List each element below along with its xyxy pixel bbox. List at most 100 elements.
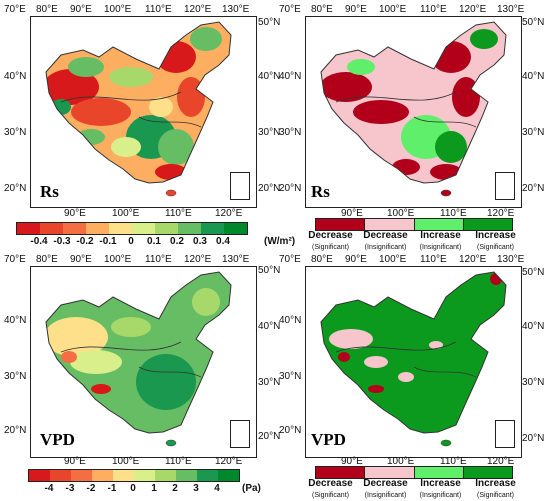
panel-label-vpd: VPD [311,430,346,449]
legend-item: Decrease (Insignificant) [358,479,413,501]
colorbar-tick: 0.1 [147,236,161,247]
lat-tick: 50°N [522,17,545,28]
lat-tick: 40°N [279,71,302,82]
china-map-vpd-significance [320,271,507,447]
lat-tick: 50°N [258,265,281,276]
legend-item: Decrease (Insignificant) [358,231,413,253]
legend-main: Decrease [363,478,408,489]
colorbar-tick: 0 [130,483,136,494]
lon-tick: 110°E [165,456,192,467]
significance-swatch [463,467,512,478]
lat-tick: 30°N [4,371,27,382]
colorbar-step [201,223,224,234]
lat-tick: 30°N [279,371,302,382]
china-map-rs-significance [320,21,507,197]
colorbar-step [113,470,134,481]
lon-tick: 90°E [70,254,92,265]
significance-colorbar [315,218,513,231]
south-china-sea-inset [495,172,515,200]
significance-colorbar [315,466,513,479]
legend-item: Decrease (Significant) [303,231,358,253]
legend-sub: (Significant) [312,244,349,251]
legend-main: Increase [420,230,461,241]
lat-tick: 20°N [522,183,545,194]
lat-tick: 20°N [258,431,281,442]
legend-main: Increase [475,230,516,241]
lon-tick: 110°E [440,456,467,467]
lon-tick: 90°E [345,254,367,265]
lon-tick: 120°E [487,208,515,219]
colorbar-step [178,223,201,234]
lat-tick: 30°N [522,377,545,388]
colorbar-step [224,223,247,234]
colorbar-step [40,223,63,234]
lon-tick: 100°E [387,208,415,219]
legend-sub: (Significant) [477,244,514,251]
colorbar-tick: -1 [107,483,117,494]
lon-tick: 100°E [112,456,140,467]
lon-tick: 110°E [420,4,447,15]
lon-tick: 70°E [279,254,301,265]
lat-tick: 20°N [279,425,302,436]
lon-tick: 120°E [459,254,487,265]
legend-item: Increase (Significant) [468,231,523,253]
significance-swatch [316,219,366,230]
lat-tick: 40°N [258,71,281,82]
lat-tick: 20°N [258,183,281,194]
panel-label-vpd: VPD [40,430,75,449]
lon-tick: 80°E [311,4,333,15]
lat-tick: 20°N [279,183,302,194]
significance-swatch [414,467,464,478]
lat-tick: 40°N [279,315,302,326]
map-frame [305,16,522,208]
colorbar-tick: -0.3 [53,236,71,247]
panel-rs-trend: 70°E 80°E 90°E 100°E 110°E 120°E 130°E 5… [0,0,295,250]
lon-tick: 100°E [112,208,140,219]
lon-tick: 70°E [4,4,26,15]
lat-tick: 20°N [4,425,27,436]
lat-tick: 30°N [4,127,27,138]
lon-tick: 90°E [64,456,86,467]
lon-tick: 100°E [387,456,415,467]
lon-tick: 110°E [145,254,172,265]
lon-tick: 100°E [104,4,132,15]
legend-main: Increase [475,478,516,489]
lon-tick: 120°E [184,254,212,265]
lon-tick: 70°E [279,4,301,15]
colorbar-tick: -4 [44,483,54,494]
significance-swatch [365,467,415,478]
map-frame [305,266,522,458]
panel-rs-significance: 70°E 80°E 90°E 100°E 110°E 120°E 130°E 5… [275,0,550,253]
colorbar-tick: 2 [172,483,178,494]
colorbar-step [132,223,155,234]
colorbar-step [176,470,197,481]
lon-tick: 130°E [222,4,250,15]
south-china-sea-inset [230,420,250,448]
colorbar-tick: 0.2 [170,236,184,247]
colorbar-step [155,223,178,234]
lon-tick: 130°E [497,4,525,15]
china-map-vpd-trend [45,271,232,447]
lat-tick: 30°N [258,127,281,138]
lon-tick: 70°E [4,254,26,265]
colorbar-step [197,470,218,481]
colorbar-tick: -0.4 [30,236,48,247]
colorbar-step [29,470,50,481]
lon-tick: 110°E [165,208,192,219]
lon-tick: 90°E [70,4,92,15]
legend-sub: (Insignificant) [364,244,407,251]
colorbar-step [86,223,109,234]
lat-tick: 50°N [522,267,545,278]
lat-tick: 40°N [4,71,27,82]
colorbar-tick: -0.1 [99,236,117,247]
lat-tick: 40°N [522,321,545,332]
lon-tick: 90°E [341,456,363,467]
lat-tick: 50°N [258,17,281,28]
south-china-sea-inset [230,172,250,200]
colorbar-tick: -2 [86,483,96,494]
significance-swatch [414,219,464,230]
legend-sub: (Significant) [312,492,349,499]
lon-tick: 120°E [459,4,487,15]
panel-vpd-significance: 70°E 80°E 90°E 100°E 110°E 120°E 130°E 5… [275,250,550,500]
lat-tick: 30°N [279,127,302,138]
